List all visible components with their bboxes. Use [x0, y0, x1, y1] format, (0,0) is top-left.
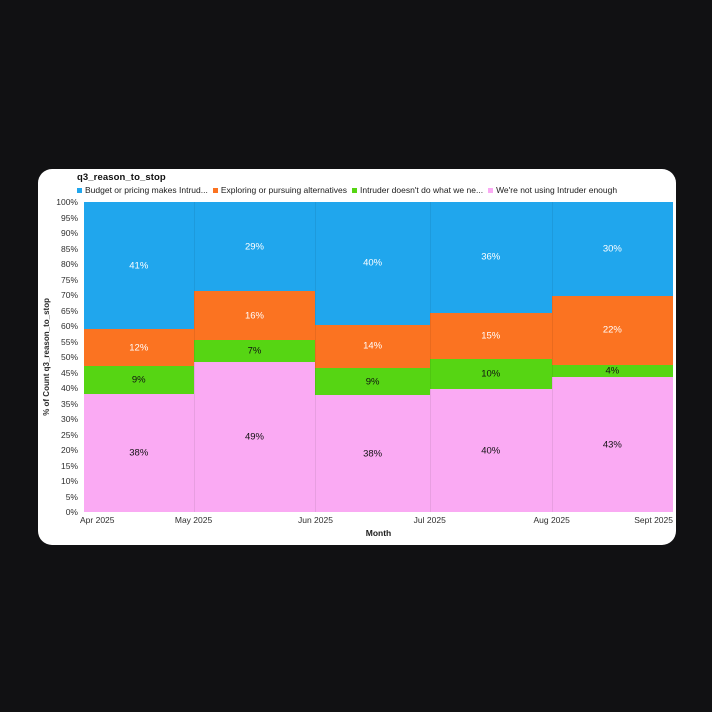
- x-axis-title: Month: [365, 528, 392, 538]
- data-label: 43%: [602, 439, 622, 451]
- legend-label: Intruder doesn't do what we ne...: [360, 185, 484, 195]
- chart-card: q3_reason_to_stop Budget or pricing make…: [38, 169, 676, 545]
- data-label: 36%: [481, 251, 501, 263]
- area-segment[interactable]: [315, 395, 430, 512]
- area-segment[interactable]: [193, 361, 316, 512]
- legend-item[interactable]: We're not using Intruder enough: [488, 185, 617, 195]
- area-segment[interactable]: [193, 340, 316, 362]
- area-segment[interactable]: [429, 358, 552, 390]
- area-segment[interactable]: [551, 295, 673, 365]
- x-tick-label: Apr 2025: [80, 515, 115, 525]
- y-tick-label: 100%: [56, 197, 78, 207]
- x-tick-label: Sept 2025: [634, 515, 673, 525]
- legend-swatch: [212, 187, 218, 193]
- legend-swatch: [352, 187, 357, 193]
- legend-item[interactable]: Budget or pricing makes Intrud...: [77, 185, 208, 195]
- legend-swatch: [77, 187, 82, 193]
- y-tick-label: 55%: [60, 336, 78, 347]
- data-label: 7%: [247, 345, 262, 357]
- data-label: 41%: [129, 260, 149, 272]
- data-label: 22%: [602, 324, 622, 336]
- data-label: 15%: [481, 330, 501, 342]
- y-tick-label: 30%: [60, 414, 78, 424]
- data-label: 40%: [481, 445, 501, 457]
- data-label: 38%: [129, 447, 149, 459]
- legend-label: We're not using Intruder enough: [496, 185, 618, 195]
- y-tick-label: 0%: [65, 507, 78, 517]
- y-tick-label: 40%: [60, 383, 78, 393]
- area-segment[interactable]: [551, 364, 673, 378]
- data-label: 49%: [244, 431, 265, 443]
- plot-area[interactable]: 38% 9% 12% 41% 49% 7% 16% 29% 38% 9% 14% 40% 40% 10% 1…: [84, 202, 673, 512]
- area-segment[interactable]: [84, 394, 194, 512]
- data-label: 38%: [363, 448, 383, 460]
- y-tick-label: 90%: [60, 228, 78, 238]
- data-label: 14%: [363, 340, 383, 352]
- data-label: 30%: [602, 243, 622, 255]
- area-segment[interactable]: [84, 202, 194, 330]
- data-label: 16%: [244, 310, 265, 322]
- segment-divider: [551, 202, 553, 512]
- y-tick-label: 85%: [60, 243, 78, 254]
- chart-title: q3_reason_to_stop: [77, 172, 166, 183]
- area-segment[interactable]: [84, 329, 194, 367]
- y-tick-label: 95%: [60, 212, 78, 223]
- legend-label: Budget or pricing makes Intrud...: [85, 185, 208, 195]
- data-label: 40%: [363, 257, 383, 269]
- y-tick-label: 65%: [60, 305, 78, 316]
- area-segment[interactable]: [429, 202, 552, 313]
- data-label: 9%: [365, 376, 380, 388]
- segment-divider: [429, 202, 431, 512]
- legend-item[interactable]: Intruder doesn't do what we ne...: [352, 185, 483, 195]
- x-axis-tick-labels: Apr 2025 May 2025 Jun 2025 Jul 2025 Aug 2025…: [80, 515, 673, 526]
- area-segment[interactable]: [315, 202, 430, 325]
- y-tick-label: 75%: [60, 274, 78, 285]
- legend-item[interactable]: Exploring or pursuing alternatives: [212, 185, 347, 195]
- area-segment[interactable]: [429, 312, 552, 359]
- area-segment[interactable]: [315, 324, 430, 368]
- data-label: 4%: [605, 365, 620, 377]
- x-tick-label: May 2025: [174, 515, 213, 525]
- area-segment[interactable]: [193, 202, 316, 292]
- data-label: 10%: [481, 368, 501, 380]
- data-label: 9%: [131, 374, 146, 386]
- segment-divider: [315, 202, 317, 512]
- y-tick-label: 15%: [60, 460, 78, 471]
- segment-divider: [193, 202, 195, 512]
- area-segment[interactable]: [193, 291, 316, 341]
- area-segment[interactable]: [551, 377, 673, 512]
- y-tick-label: 10%: [60, 476, 78, 486]
- legend-swatch: [488, 187, 494, 193]
- x-tick-label: Aug 2025: [533, 515, 570, 525]
- y-tick-label: 70%: [60, 290, 78, 300]
- area-segment[interactable]: [315, 367, 430, 396]
- x-tick-label: Jun 2025: [297, 515, 333, 525]
- y-tick-label: 35%: [60, 398, 78, 409]
- legend-label: Exploring or pursuing alternatives: [220, 185, 347, 195]
- data-label: 12%: [129, 342, 149, 354]
- y-tick-label: 60%: [60, 321, 78, 331]
- y-tick-label: 20%: [60, 445, 78, 455]
- legend: Budget or pricing makes Intrud... Explori…: [77, 185, 622, 195]
- area-segment[interactable]: [551, 202, 673, 296]
- y-tick-label: 50%: [60, 352, 78, 362]
- area-segment[interactable]: [84, 366, 194, 395]
- area-segment[interactable]: [429, 389, 552, 512]
- x-tick-label: Jul 2025: [413, 515, 446, 525]
- y-tick-label: 25%: [60, 429, 78, 440]
- data-label: 29%: [244, 241, 265, 253]
- y-tick-label: 80%: [60, 259, 78, 269]
- y-tick-label: 5%: [65, 491, 78, 502]
- y-tick-label: 45%: [60, 367, 78, 378]
- y-axis-tick-labels: 0% 5% 10% 15% 20% 25% 30% 35% 40% 45% 50% 55% 60% 65%…: [38, 197, 80, 517]
